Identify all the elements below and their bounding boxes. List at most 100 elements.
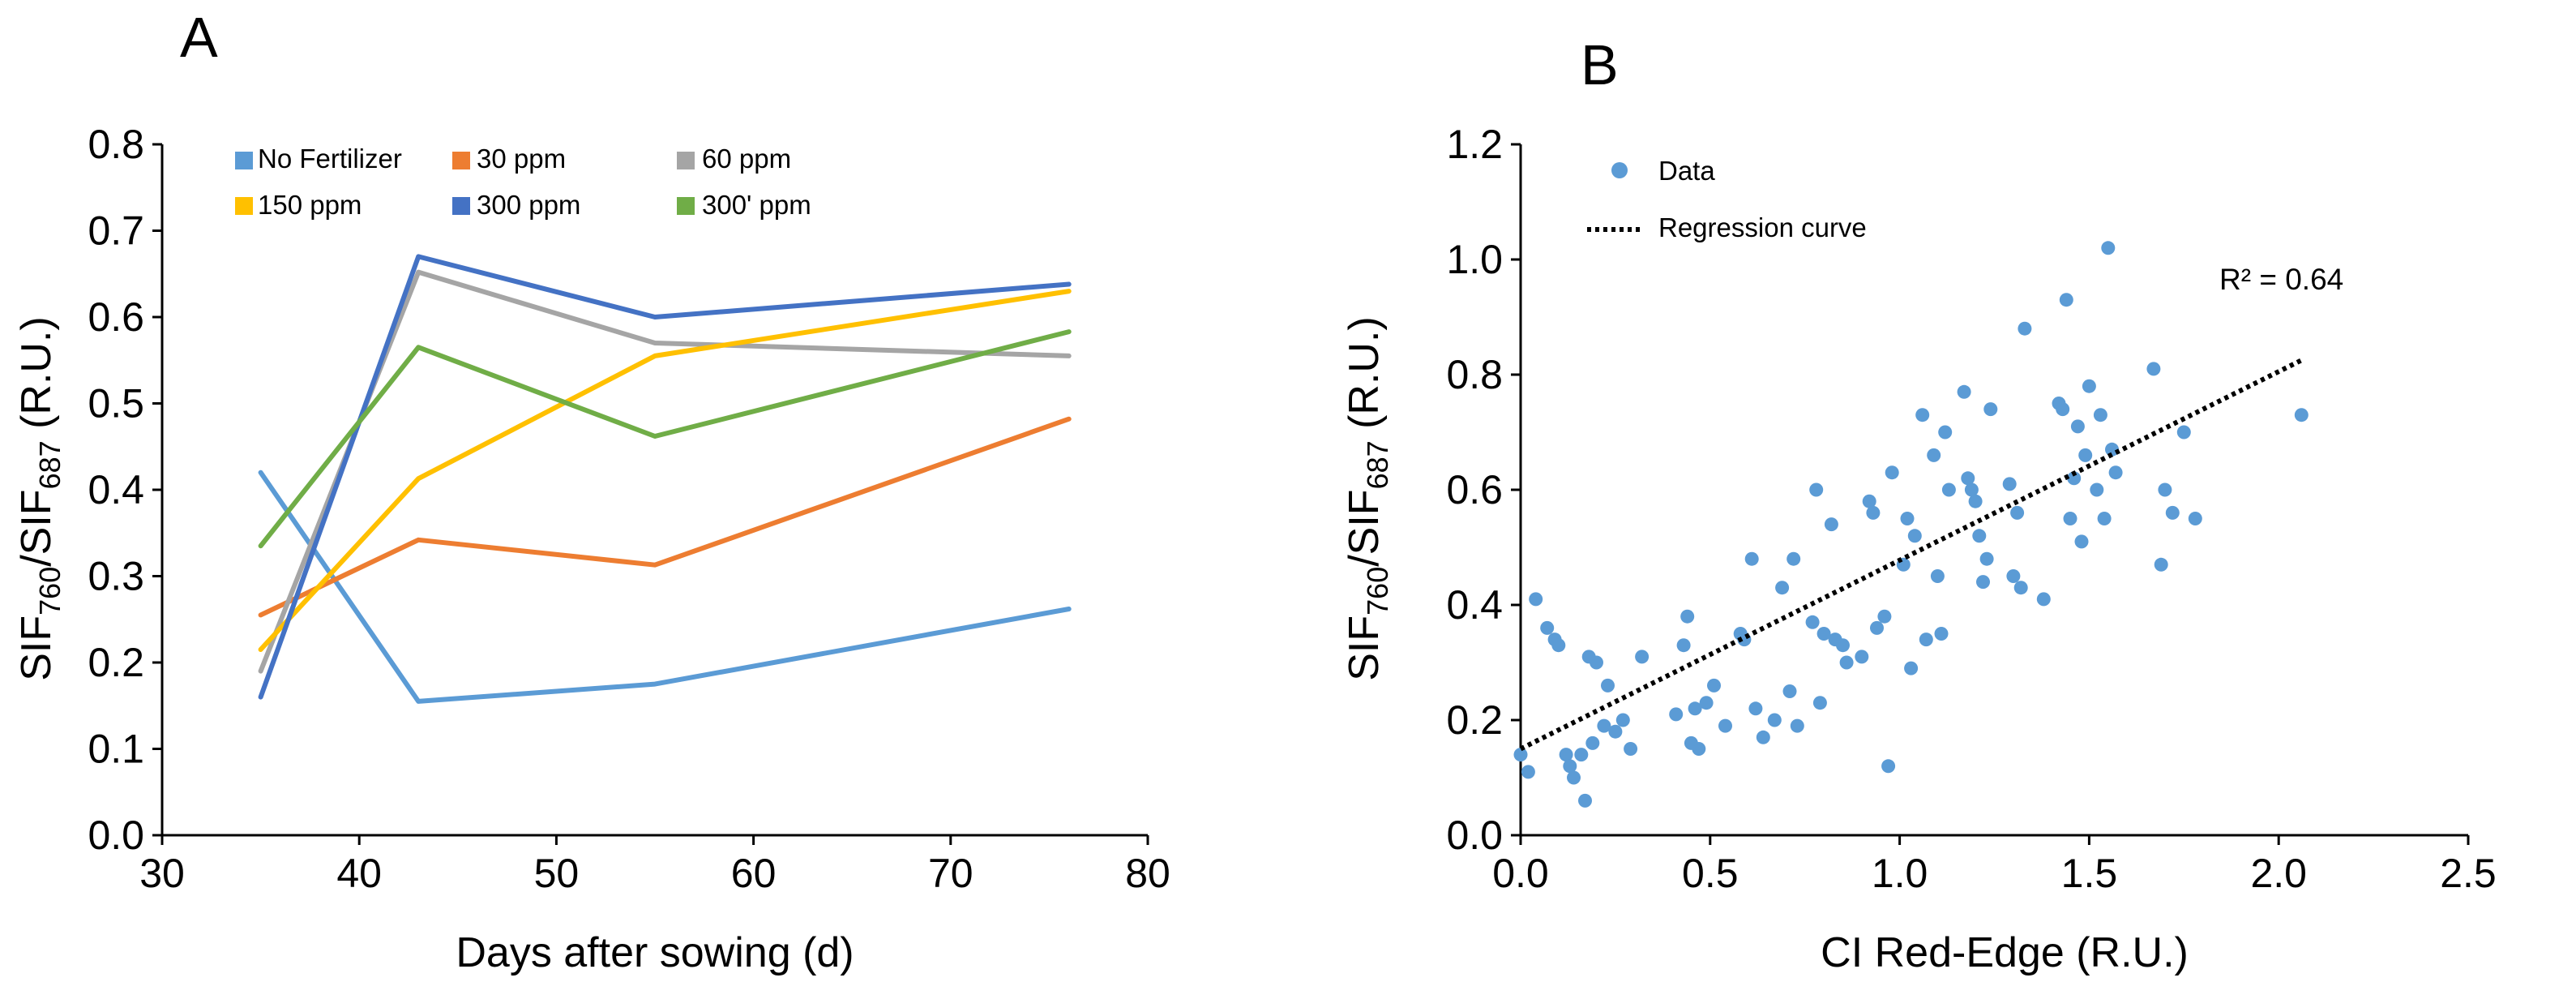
data-point	[1767, 713, 1782, 727]
legend-item-30-ppm: 30 ppm	[452, 144, 566, 174]
legend-label-regression: Regression curve	[1658, 212, 1867, 242]
legend-swatch-300prime-ppm	[677, 197, 695, 215]
data-point	[1877, 609, 1892, 624]
chart-a-ylabel-sub1: 760	[33, 567, 66, 615]
chart-b-x-tick-label: 1.5	[2061, 851, 2118, 896]
chart-b-x-tick-label: 2.5	[2440, 851, 2497, 896]
data-point	[2010, 505, 2025, 520]
data-point	[1707, 678, 1721, 693]
chart-a-y-ticks: 0.0 0.1 0.2 0.3 0.4 0.5 0.6 0.7 0.8	[88, 122, 162, 858]
data-point	[1972, 529, 1987, 543]
data-point	[1961, 471, 1975, 486]
data-point	[1809, 482, 1824, 497]
data-point	[1692, 742, 1706, 756]
series-line-no-fertilizer	[258, 470, 1072, 704]
data-point	[1885, 465, 1899, 480]
data-point	[2097, 512, 2112, 525]
data-point	[1919, 633, 1933, 647]
series-line-300prime-ppm	[258, 329, 1072, 549]
series-line-150-ppm	[258, 289, 1072, 652]
legend-item-150-ppm: 150 ppm	[235, 190, 362, 220]
data-point	[1870, 620, 1884, 635]
chart-a-y-tick-label: 0.7	[88, 208, 144, 254]
legend-label-30-ppm: 30 ppm	[477, 144, 566, 174]
data-point	[1775, 581, 1790, 595]
chart-b-axes	[1519, 144, 2468, 837]
series-line-60-ppm	[258, 269, 1072, 674]
data-point	[2067, 471, 2082, 486]
legend-label-no-fertilizer: No Fertilizer	[258, 144, 402, 174]
series-line-300-ppm	[258, 254, 1072, 700]
legend-item-300prime-ppm: 300' ppm	[677, 190, 811, 220]
legend-item-data: Data	[1611, 156, 1715, 186]
chart-a-y-tick-label: 0.4	[88, 467, 144, 512]
data-point	[1676, 638, 1691, 653]
data-point	[2056, 402, 2070, 417]
chart-b-x-ticks: 0.0 0.5 1.0 1.5 2.0 2.5	[1492, 835, 2497, 896]
data-point	[1787, 551, 1801, 566]
r-squared-annotation: R² = 0.64	[2219, 263, 2343, 296]
chart-b-points	[1513, 241, 2309, 808]
data-point	[1782, 684, 1797, 698]
data-point	[1900, 512, 1915, 525]
data-point	[1585, 735, 1600, 750]
data-point	[2105, 442, 2119, 457]
data-point	[1574, 748, 1589, 762]
data-point	[1934, 627, 1949, 641]
legend-item-60-ppm: 60 ppm	[677, 144, 791, 174]
chart-b-y-axis-label: SIF760/SIF687 (R.U.)	[1341, 316, 1394, 681]
chart-b-ylabel-base: SIF	[1341, 615, 1388, 681]
chart-a-x-ticks: 30 40 50 60 70 80	[139, 835, 1170, 896]
data-point	[2108, 465, 2123, 480]
data-point	[2082, 379, 2096, 393]
chart-b-legend: Data Regression curve	[1587, 156, 1867, 242]
chart-b-ylabel-sub1: 760	[1361, 567, 1394, 615]
chart-b-y-tick-label: 1.2	[1446, 122, 1503, 167]
legend-swatch-150-ppm	[235, 197, 253, 215]
chart-b-x-tick-label: 0.5	[1682, 851, 1739, 896]
legend-swatch-60-ppm	[677, 152, 695, 169]
data-point	[1904, 661, 1919, 675]
chart-b-y-tick-label: 0.4	[1446, 582, 1503, 628]
data-point	[1608, 724, 1623, 739]
data-point	[1669, 707, 1684, 722]
series-line-30-ppm	[258, 416, 1072, 618]
data-point	[2101, 241, 2116, 255]
chart-a-y-tick-label: 0.0	[88, 813, 144, 858]
data-point	[1718, 718, 1732, 733]
data-point	[1551, 638, 1566, 653]
chart-b-ylabel-suffix: (R.U.)	[1341, 316, 1388, 440]
chart-a-legend: No Fertilizer 30 ppm 60 ppm 150 ppm 300 …	[235, 144, 811, 220]
data-point	[1968, 494, 1983, 508]
panel-b-label: B	[1581, 33, 1619, 96]
data-point	[1964, 482, 1979, 497]
data-point	[1513, 748, 1528, 762]
data-point	[1941, 482, 1956, 497]
data-point	[2165, 505, 2180, 520]
chart-a-x-tick-label: 80	[1125, 851, 1170, 896]
legend-item-no-fertilizer: No Fertilizer	[235, 144, 402, 174]
legend-item-300-ppm: 300 ppm	[452, 190, 580, 220]
data-point	[1816, 627, 1831, 641]
chart-a-axes	[160, 144, 1148, 837]
data-point	[1624, 742, 1638, 756]
data-point	[1976, 575, 1990, 590]
data-point	[1688, 701, 1702, 716]
chart-b-ylabel-mid: /SIF	[1341, 489, 1388, 566]
data-point	[1680, 609, 1695, 624]
data-point	[2176, 425, 2191, 440]
data-point	[1805, 615, 1820, 629]
chart-b-y-tick-label: 0.6	[1446, 467, 1503, 512]
data-point	[2070, 419, 2085, 434]
data-point	[1862, 494, 1876, 508]
data-point	[1855, 650, 1869, 664]
data-point	[1756, 730, 1770, 744]
chart-a-x-tick-label: 30	[139, 851, 185, 896]
panel-a-label: A	[180, 6, 218, 69]
data-point	[1866, 505, 1881, 520]
data-point	[1563, 759, 1577, 774]
chart-b-y-ticks: 0.0 0.2 0.4 0.6 0.8 1.0 1.2	[1446, 122, 1521, 858]
data-point	[2188, 512, 2202, 525]
data-point	[1601, 678, 1615, 693]
chart-a-x-tick-label: 70	[928, 851, 973, 896]
